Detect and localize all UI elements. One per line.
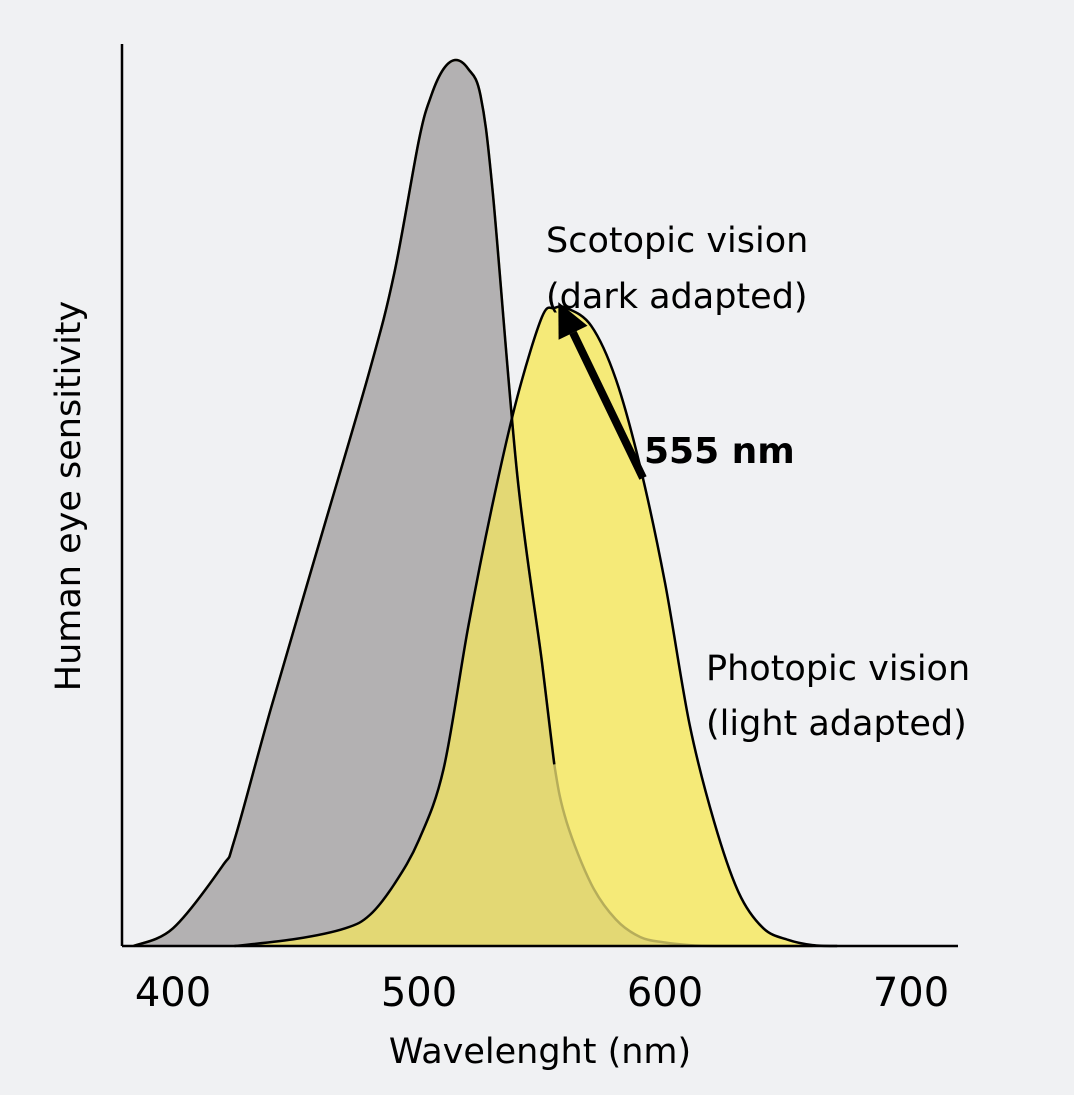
x-axis-label: Wavelenght (nm): [389, 1032, 691, 1072]
peak-callout-label: 555 nm: [644, 431, 795, 472]
callout-arrow-head: [558, 302, 588, 340]
y-axis-label: Human eye sensitivity: [49, 301, 89, 692]
x-tick-label: 600: [627, 970, 703, 1016]
scotopic-label-line2: (dark adapted): [546, 277, 808, 317]
x-tick-label: 700: [873, 970, 949, 1016]
scotopic-area: [133, 60, 813, 947]
photopic-label-line1: Photopic vision: [706, 649, 970, 689]
x-tick-label: 500: [381, 970, 457, 1016]
scotopic-line: [133, 58, 556, 948]
scotopic-label-line1: Scotopic vision: [546, 221, 808, 261]
x-tick-label: 400: [135, 970, 211, 1016]
photopic-label-line2: (light adapted): [706, 704, 967, 744]
callout-arrow-shaft: [569, 330, 647, 480]
